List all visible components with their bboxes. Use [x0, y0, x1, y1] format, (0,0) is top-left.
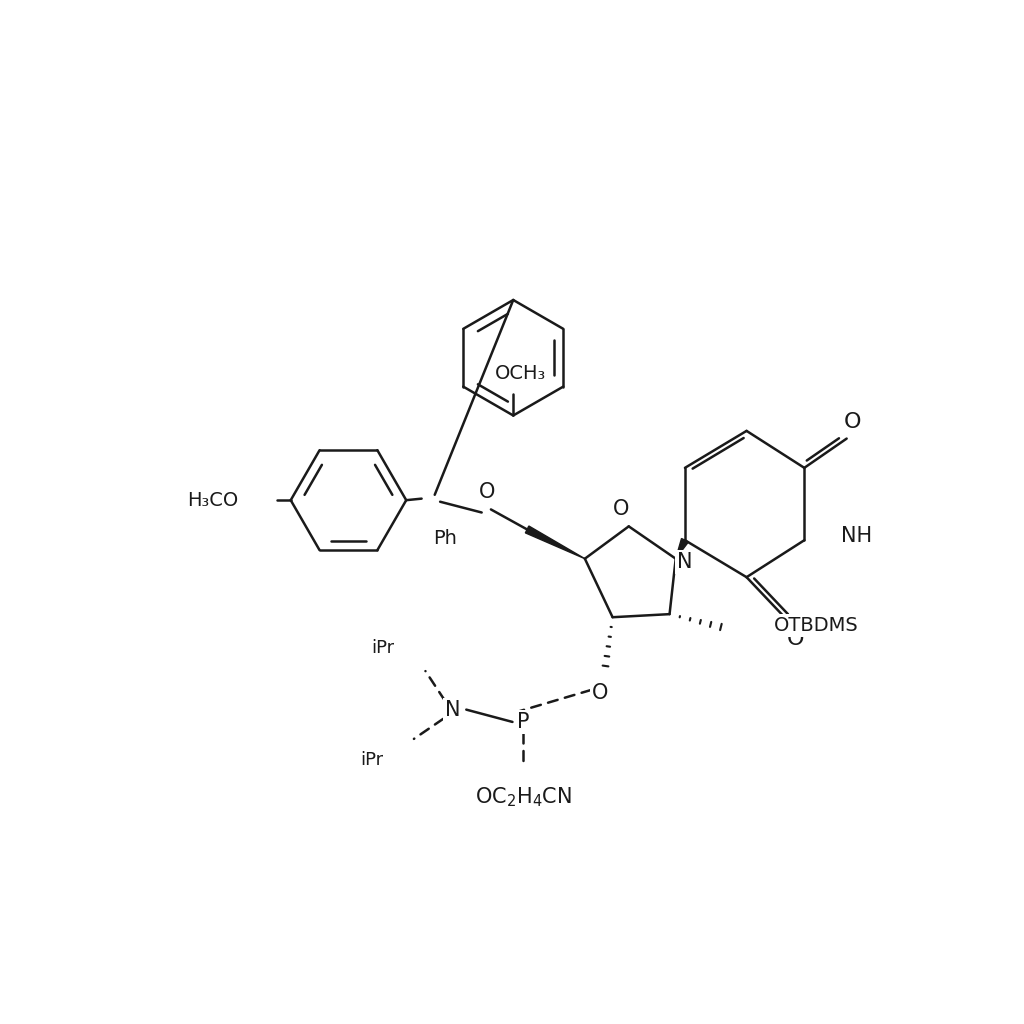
Text: N: N: [444, 699, 460, 720]
Text: OCH₃: OCH₃: [496, 364, 547, 383]
Text: O: O: [479, 482, 496, 503]
Polygon shape: [676, 539, 688, 559]
Text: iPr: iPr: [372, 639, 394, 657]
Text: O: O: [844, 412, 861, 432]
Text: iPr: iPr: [360, 752, 383, 769]
Text: P: P: [517, 712, 529, 732]
Text: OTBDMS: OTBDMS: [773, 616, 858, 635]
Text: Ph: Ph: [433, 529, 457, 548]
Text: NH: NH: [842, 526, 872, 547]
Polygon shape: [525, 526, 585, 559]
Text: O: O: [786, 629, 804, 649]
Text: H₃CO: H₃CO: [187, 490, 239, 510]
Text: O: O: [592, 683, 608, 702]
Text: N: N: [677, 552, 692, 571]
Text: OC$_2$H$_4$CN: OC$_2$H$_4$CN: [475, 785, 571, 809]
Text: O: O: [612, 500, 629, 519]
